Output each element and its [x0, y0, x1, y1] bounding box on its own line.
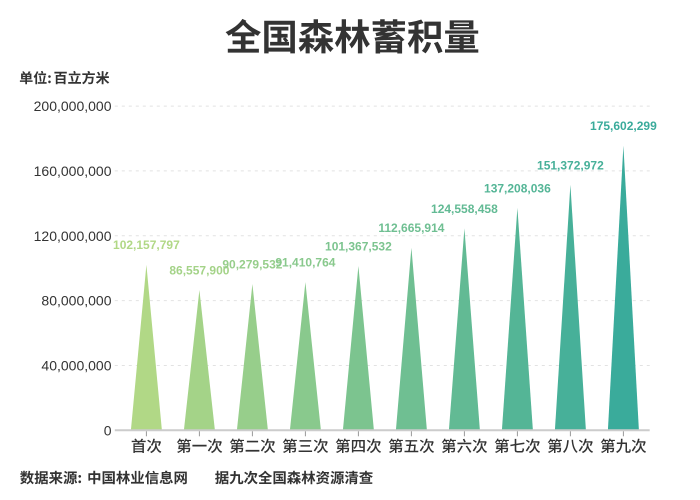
svg-text:200,000,000: 200,000,000 [34, 98, 112, 114]
svg-text:151,372,972: 151,372,972 [537, 158, 604, 172]
svg-text:175,602,299: 175,602,299 [590, 119, 657, 133]
svg-text:112,665,914: 112,665,914 [378, 221, 444, 235]
svg-text:160,000,000: 160,000,000 [34, 163, 112, 179]
svg-text:102,157,797: 102,157,797 [113, 238, 180, 252]
svg-text:40,000,000: 40,000,000 [41, 358, 111, 374]
svg-text:0: 0 [104, 422, 112, 438]
svg-text:90,279,532: 90,279,532 [222, 257, 282, 271]
svg-text:124,558,458: 124,558,458 [431, 202, 498, 216]
svg-text:80,000,000: 80,000,000 [41, 293, 111, 309]
svg-text:86,557,900: 86,557,900 [169, 263, 229, 277]
svg-text:91,410,764: 91,410,764 [275, 256, 335, 270]
svg-text:120,000,000: 120,000,000 [34, 228, 112, 244]
svg-text:137,208,036: 137,208,036 [484, 181, 551, 195]
svg-text:101,367,532: 101,367,532 [325, 239, 392, 253]
